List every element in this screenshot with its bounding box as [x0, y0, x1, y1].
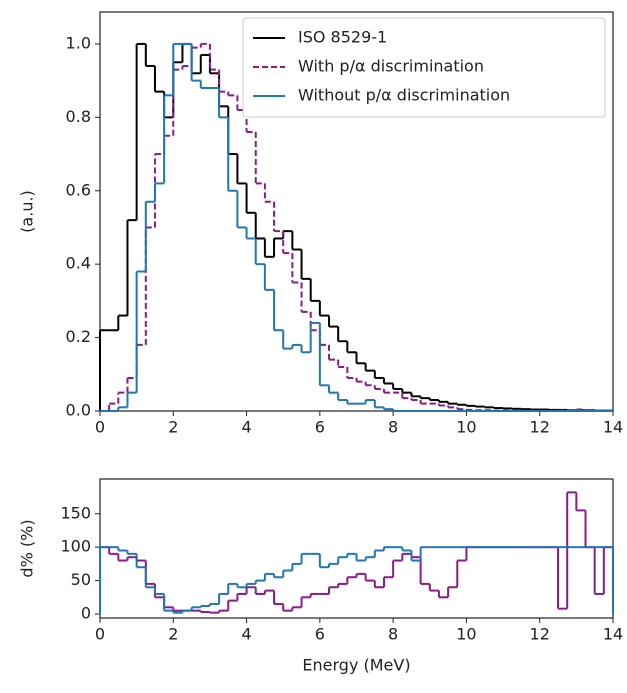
y-tick-label: 0.4	[66, 254, 91, 273]
y-tick-label: 0.6	[66, 180, 91, 199]
x-tick-label: 12	[530, 625, 550, 644]
x-tick-label: 0	[95, 625, 105, 644]
legend-label: Without p/α discrimination	[298, 86, 510, 105]
y-tick-label: 0.2	[66, 327, 91, 346]
y-tick-label: 100	[60, 537, 91, 556]
y-tick-label: 0	[81, 603, 91, 622]
x-tick-label: 6	[315, 625, 325, 644]
y-tick-label: 0.8	[66, 107, 91, 126]
x-tick-label: 8	[388, 625, 398, 644]
y-axis-label: (a.u.)	[18, 190, 37, 233]
legend-label: With p/α discrimination	[298, 57, 484, 76]
legend-label: ISO 8529-1	[298, 28, 387, 47]
x-tick-label: 10	[456, 625, 476, 644]
x-tick-label: 14	[603, 418, 623, 437]
x-tick-label: 2	[168, 625, 178, 644]
x-tick-label: 6	[315, 418, 325, 437]
y-tick-label: 0.0	[66, 401, 91, 420]
x-tick-label: 0	[95, 418, 105, 437]
y-tick-label: 1.0	[66, 33, 91, 52]
plot-area	[99, 11, 614, 412]
x-tick-label: 4	[241, 625, 251, 644]
x-tick-label: 12	[530, 418, 550, 437]
x-tick-label: 14	[603, 625, 623, 644]
x-axis-label: Energy (MeV)	[302, 656, 410, 675]
legend-box	[242, 17, 606, 118]
y-axis-label: d% (%)	[18, 519, 37, 577]
x-tick-label: 4	[241, 418, 251, 437]
x-tick-label: 8	[388, 418, 398, 437]
x-tick-label: 10	[456, 418, 476, 437]
y-tick-label: 50	[71, 570, 91, 589]
plot-area	[99, 478, 614, 619]
y-tick-label: 150	[60, 503, 91, 522]
x-tick-label: 2	[168, 418, 178, 437]
